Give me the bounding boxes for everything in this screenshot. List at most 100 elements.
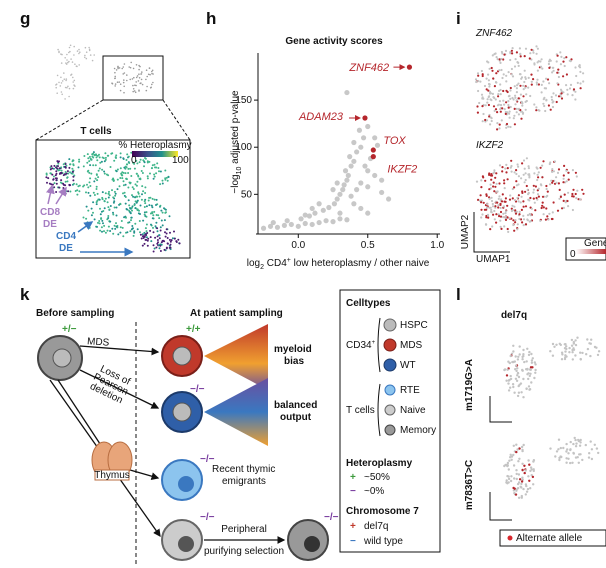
umap-cell — [521, 191, 524, 194]
point — [284, 218, 290, 224]
umap-cell — [492, 105, 496, 108]
umap-cell — [68, 87, 71, 90]
umap-cell — [96, 154, 99, 157]
selection-label: Peripheral — [221, 524, 267, 535]
umap-cell — [145, 223, 148, 226]
umap-cell — [135, 64, 138, 66]
umap-cell — [89, 164, 92, 167]
umap-cell — [96, 159, 99, 162]
umap-cell — [143, 161, 146, 164]
umap-cell — [95, 156, 98, 159]
umap-cell — [558, 342, 561, 345]
umap-cell — [509, 86, 512, 90]
umap-cell — [534, 185, 538, 188]
umap-cell — [127, 186, 130, 189]
umap-cell — [521, 162, 524, 165]
umap-cell — [542, 102, 545, 105]
nucleus — [172, 346, 192, 366]
legend-icon — [384, 384, 396, 396]
umap-cell — [537, 176, 540, 179]
umap-cell — [510, 170, 513, 173]
umap-cell — [563, 193, 566, 196]
umap-cell — [145, 211, 148, 214]
umap-cell — [126, 163, 129, 166]
umap-cell — [160, 243, 163, 246]
umap-cell — [562, 60, 565, 63]
umap-cell — [579, 441, 582, 444]
umap-cell — [520, 177, 523, 180]
umap-cell — [563, 64, 566, 68]
umap-cell — [138, 77, 141, 79]
umap-cell — [76, 193, 79, 196]
umap-cell — [536, 189, 539, 192]
point — [347, 154, 353, 160]
umap-cell — [146, 175, 149, 178]
umap-cell — [522, 396, 525, 399]
umap-cell — [563, 357, 567, 361]
umap-cell — [82, 216, 85, 219]
umap-cell — [111, 82, 113, 84]
umap-cell — [577, 461, 580, 464]
umap-cell — [121, 177, 124, 180]
umap-cell — [146, 244, 149, 247]
umap-cell — [506, 178, 509, 181]
legend-heading: Celltypes — [346, 298, 391, 309]
umap-cell — [72, 81, 74, 83]
umap-cell — [512, 385, 515, 389]
umap-cell — [502, 58, 505, 61]
umap-cell — [519, 52, 522, 56]
umap-cell — [69, 163, 72, 166]
umap-cell — [131, 78, 134, 80]
umap-cell — [512, 444, 515, 447]
umap-cell — [146, 177, 149, 180]
umap-cell — [528, 350, 531, 354]
umap-cell — [98, 198, 101, 201]
umap-cell — [499, 215, 503, 218]
umap-cell — [494, 98, 497, 101]
umap-cell — [58, 160, 60, 163]
umap-cell — [541, 204, 544, 207]
umap-cell — [146, 239, 149, 242]
umap-cell — [511, 197, 514, 200]
umap-cell — [51, 167, 54, 170]
umap-cell — [519, 485, 522, 488]
umap-cell — [507, 379, 510, 382]
umap-cell — [159, 226, 162, 229]
umap-cell — [140, 198, 143, 201]
umap-cell — [100, 226, 103, 229]
umap-cell — [590, 338, 593, 341]
umap-cell — [133, 231, 136, 234]
umap-cell — [551, 342, 555, 346]
umap-cell — [142, 219, 145, 222]
umap-cell — [508, 198, 512, 201]
umap-cell — [100, 218, 103, 220]
umap-cell — [113, 67, 116, 70]
umap-cell — [501, 166, 504, 169]
umap-cell — [510, 52, 514, 55]
umap-cell — [555, 60, 558, 63]
umap-cell — [488, 188, 491, 191]
umap-cell — [60, 166, 63, 169]
umap-cell — [506, 167, 509, 170]
umap-cell — [95, 201, 98, 204]
umap-cell — [503, 464, 506, 468]
point — [334, 180, 340, 186]
umap-cell — [86, 161, 89, 164]
brace — [377, 383, 381, 437]
umap-cell — [145, 69, 148, 71]
umap-cell — [481, 73, 484, 76]
umap-cell — [516, 358, 520, 361]
umap-cell — [144, 157, 146, 159]
point — [351, 158, 357, 164]
umap-cell — [500, 200, 504, 203]
umap-cell — [141, 71, 143, 73]
umap-cell — [98, 156, 101, 159]
umap-cell — [528, 368, 532, 371]
umap-cell — [123, 166, 126, 169]
umap-cell — [496, 128, 499, 131]
legend-heading: Chromosome 7 — [346, 506, 419, 517]
umap-cell — [551, 71, 554, 74]
umap-cell — [493, 218, 496, 221]
umap-cell — [510, 49, 513, 52]
umap-cell — [517, 97, 520, 100]
